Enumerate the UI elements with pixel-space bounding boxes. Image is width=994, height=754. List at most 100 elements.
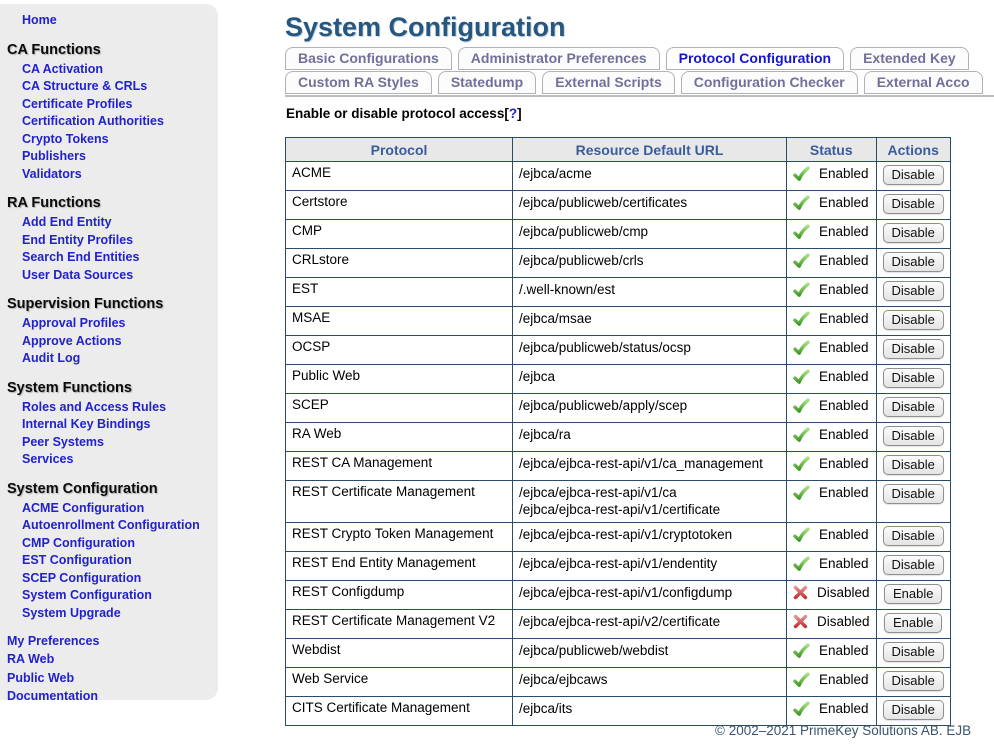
disable-button[interactable]: Disable [882,642,944,662]
sidebar-item-peer-systems[interactable]: Peer Systems [22,434,105,449]
page-title: System Configuration [285,12,566,42]
sidebar-item-autoenrollment-configuration[interactable]: Autoenrollment Configuration [22,518,200,532]
sidebar-bottom-links: My Preferences RA Web Public Web Documentat… [0,632,218,700]
disable-button[interactable]: Disable [882,339,944,359]
disable-button[interactable]: Disable [882,455,944,475]
sidebar-item-est-configuration[interactable]: EST Configuration [22,553,132,567]
disable-button[interactable]: Disable [882,281,944,301]
sidebar-item-certificate-profiles[interactable]: Certificate Profiles [22,96,133,111]
status-text: Enabled [819,643,869,658]
resource-default-url: /ejbca/ra [512,422,787,452]
table-row-cmp: CMP/ejbca/publicweb/cmp Enabled Disable [285,219,951,249]
tab-custom-ra-styles[interactable]: Custom RA Styles [285,71,432,94]
status-text: Enabled [819,311,869,326]
sidebar-item-audit-log[interactable]: Audit Log [22,351,81,365]
disable-button[interactable]: Disable [882,194,944,214]
sidebar-item-services[interactable]: Services [22,452,74,466]
main-content: System Configuration Basic Configuration… [285,0,994,726]
status-text: Enabled [819,527,869,542]
actions-cell: Disable [875,248,951,278]
tab-basic-configurations[interactable]: Basic Configurations [285,47,452,70]
sidebar-item-add-end-entity[interactable]: Add End Entity [22,215,112,229]
enabled-check-icon [793,339,810,356]
sidebar-item-home[interactable]: Home [22,13,57,27]
sidebar-item-internal-key-bindings[interactable]: Internal Key Bindings [22,417,151,431]
disable-button[interactable]: Disable [882,526,944,546]
url-line: /ejbca/ejbcaws [519,672,608,687]
url-line: /ejbca/publicweb/webdist [519,643,669,658]
disable-button[interactable]: Disable [882,671,944,691]
disable-button[interactable]: Disable [882,252,944,272]
disable-button[interactable]: Disable [882,310,944,330]
help-line: Enable or disable protocol access[?] [286,106,994,121]
table-row-rest-crypto-token-management: REST Crypto Token Management/ejbca/ejbca… [285,522,951,552]
disable-button[interactable]: Disable [882,426,944,446]
resource-default-url: /ejbca/publicweb/apply/scep [512,393,787,423]
url-line: /ejbca/ra [519,427,571,442]
actions-cell: Disable [875,667,951,697]
disable-button[interactable]: Disable [882,397,944,417]
sidebar-item-approve-actions[interactable]: Approve Actions [22,333,122,348]
actions-cell: Disable [875,696,951,726]
disable-button[interactable]: Disable [882,484,944,504]
help-question-link[interactable]: ? [508,106,518,121]
column-header-actions: Actions [875,137,951,162]
sidebar-item-public-web[interactable]: Public Web [7,670,75,685]
status-cell: Disabled [786,609,877,639]
sidebar-item-documentation[interactable]: Documentation [7,689,98,700]
actions-cell: Enable [875,580,951,610]
actions-cell: Disable [875,422,951,452]
copyright: © 2002–2021 PrimeKey Solutions AB. EJB [715,723,972,738]
resource-default-url: /ejbca/acme [512,161,787,191]
sidebar-item-ra-web[interactable]: RA Web [7,652,55,666]
table-row-certstore: Certstore/ejbca/publicweb/certificates En… [285,190,951,220]
status-indicator: Enabled [793,281,870,298]
status-text: Enabled [819,485,869,500]
status-cell: Enabled [786,696,877,726]
status-text: Enabled [819,427,869,442]
actions-cell: Disable [875,551,951,581]
disable-button[interactable]: Disable [882,223,944,243]
actions-cell: Disable [875,335,951,365]
protocol-name: Webdist [285,638,513,668]
sidebar-item-roles-and-access-rules[interactable]: Roles and Access Rules [22,399,167,414]
actions-cell: Disable [875,480,951,523]
sidebar-item-cmp-configuration[interactable]: CMP Configuration [22,535,135,550]
status-text: Enabled [819,556,869,571]
sidebar-item-system-configuration[interactable]: System Configuration [22,588,152,602]
enabled-check-icon [793,281,810,298]
sidebar-item-ca-structure-crls[interactable]: CA Structure & CRLs [22,79,148,93]
url-line: /ejbca/ejbca-rest-api/v1/cryptotoken [519,527,733,542]
tab-external-acco[interactable]: External Acco [863,71,983,94]
sidebar-item-certification-authorities[interactable]: Certification Authorities [22,114,164,128]
disable-button[interactable]: Disable [882,555,944,575]
sidebar-item-acme-configuration[interactable]: ACME Configuration [22,500,145,515]
sidebar-item-my-preferences[interactable]: My Preferences [7,633,100,648]
sidebar-item-validators[interactable]: Validators [22,166,82,181]
sidebar-item-system-upgrade[interactable]: System Upgrade [22,605,121,620]
disable-button[interactable]: Disable [882,368,944,388]
tab-configuration-checker[interactable]: Configuration Checker [680,71,858,94]
tab-protocol-configuration[interactable]: Protocol Configuration [665,47,845,70]
tab-extended-key[interactable]: Extended Key [850,47,969,70]
tab-administrator-preferences[interactable]: Administrator Preferences [457,47,660,70]
table-row-cits-certificate-management: CITS Certificate Management/ejbca/its Ena… [285,696,951,726]
tab-external-scripts[interactable]: External Scripts [542,71,675,94]
disable-button[interactable]: Disable [882,165,944,185]
disable-button[interactable]: Disable [882,700,944,720]
sidebar-item-publishers[interactable]: Publishers [22,149,86,163]
sidebar-item-scep-configuration[interactable]: SCEP Configuration [22,570,142,585]
status-cell: Enabled [786,522,877,552]
actions-cell: Disable [875,219,951,249]
status-cell: Enabled [786,190,877,220]
sidebar-item-search-end-entities[interactable]: Search End Entities [22,250,140,264]
sidebar-item-user-data-sources[interactable]: User Data Sources [22,267,134,282]
sidebar-item-ca-activation[interactable]: CA Activation [22,61,104,76]
sidebar-item-end-entity-profiles[interactable]: End Entity Profiles [22,232,134,247]
tab-statedump[interactable]: Statedump [437,71,537,94]
tab-row-1: Basic Configurations Administrator Prefer… [285,47,994,70]
sidebar-item-crypto-tokens[interactable]: Crypto Tokens [22,131,109,146]
enable-button[interactable]: Enable [883,584,943,604]
sidebar-item-approval-profiles[interactable]: Approval Profiles [22,316,126,330]
enable-button[interactable]: Enable [883,613,943,633]
